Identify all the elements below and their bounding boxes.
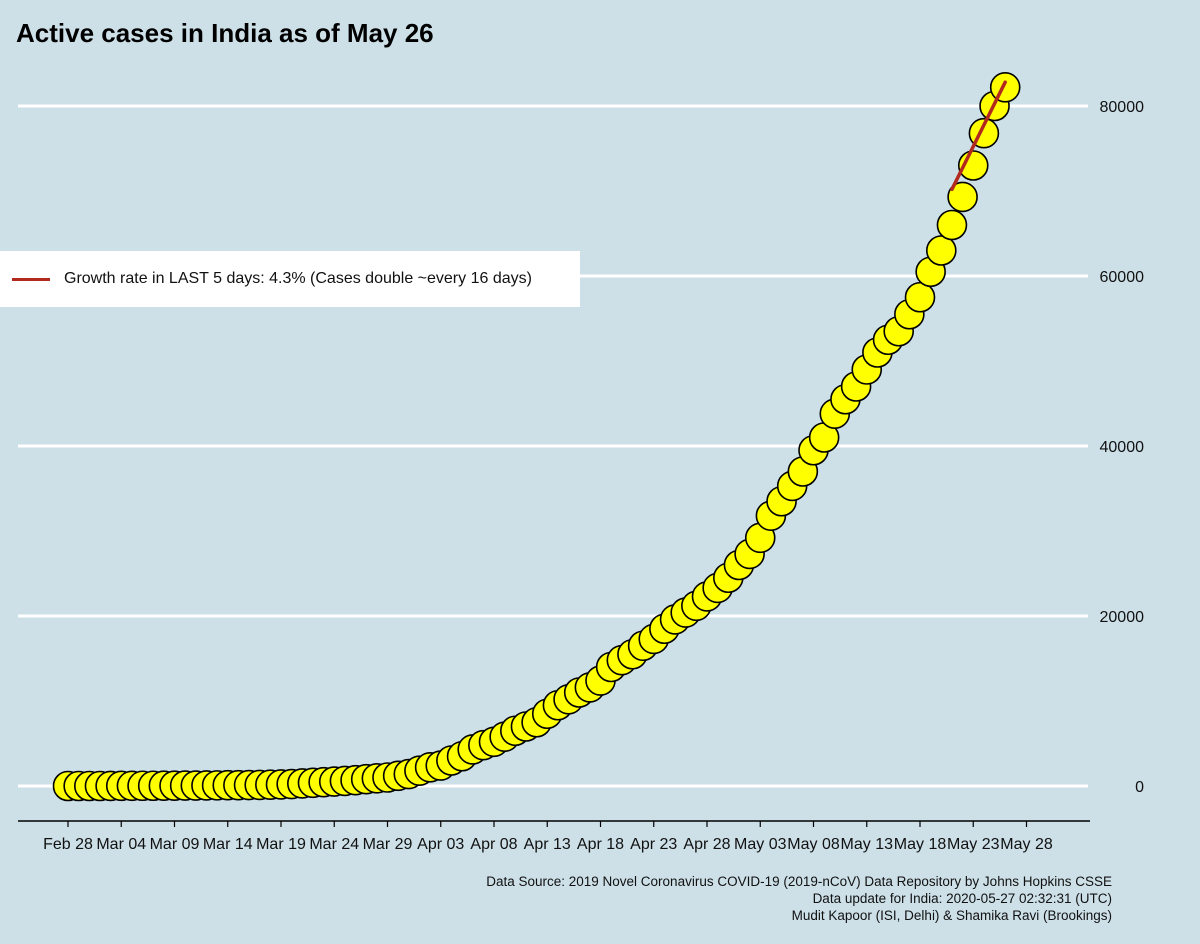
x-axis: Feb 28 Mar 04 Mar 09 Mar 14 Mar 19 Mar 24 Mar …: [18, 820, 1090, 853]
x-tick-label: Mar 09: [150, 836, 200, 853]
source-line-1: Data Source: 2019 Novel Coronavirus COVI…: [486, 874, 1112, 889]
trend-line: [950, 80, 1007, 192]
data-point: [947, 181, 978, 213]
source-line-3: Mudit Kapoor (ISI, Delhi) & Shamika Ravi…: [791, 908, 1112, 923]
x-tick-label: May 18: [894, 836, 947, 853]
data-point: [936, 209, 968, 241]
x-tick-label: May 13: [841, 836, 894, 853]
x-tick-label: Apr 08: [470, 836, 517, 853]
data-points: [52, 72, 1021, 802]
y-axis: 0 20000 40000 60000 80000: [1100, 99, 1145, 796]
y-tick-label: 80000: [1100, 99, 1145, 116]
y-tick-label: 20000: [1100, 609, 1145, 626]
x-tick-label: Apr 28: [683, 836, 730, 853]
x-tick-label: Apr 13: [524, 836, 571, 853]
y-tick-label: 60000: [1100, 269, 1145, 286]
trend-line-group: [950, 80, 1007, 192]
data-point: [925, 235, 957, 266]
source-line-2: Data update for India: 2020-05-27 02:32:…: [812, 891, 1112, 906]
x-tick-label: May 23: [947, 836, 1000, 853]
legend: Growth rate in LAST 5 days: 4.3% (Cases …: [0, 251, 580, 307]
x-tick-label: Mar 24: [309, 836, 359, 853]
x-tick-label: Mar 14: [203, 836, 253, 853]
x-tick-label: Feb 28: [43, 836, 93, 853]
x-tick-label: Apr 18: [577, 836, 624, 853]
x-tick-label: Apr 23: [630, 836, 677, 853]
data-point: [904, 281, 936, 313]
x-tick-label: Mar 29: [363, 836, 413, 853]
x-tick-label: Apr 03: [417, 836, 464, 853]
gridlines: [18, 104, 1088, 788]
x-tick-label: Mar 19: [256, 836, 306, 853]
y-tick-label: 0: [1135, 779, 1144, 796]
data-point: [989, 72, 1021, 103]
data-source-note: Data Source: 2019 Novel Coronavirus COVI…: [486, 873, 1112, 924]
legend-swatch: [12, 277, 50, 281]
y-tick-label: 40000: [1100, 439, 1145, 456]
x-tick-label: Mar 04: [96, 836, 146, 853]
x-tick-label: May 08: [787, 836, 840, 853]
legend-label: Growth rate in LAST 5 days: 4.3% (Cases …: [64, 270, 532, 287]
x-tick-label: May 03: [734, 836, 787, 853]
chart-title: Active cases in India as of May 26: [16, 18, 434, 48]
x-tick-label: May 28: [1000, 836, 1053, 853]
